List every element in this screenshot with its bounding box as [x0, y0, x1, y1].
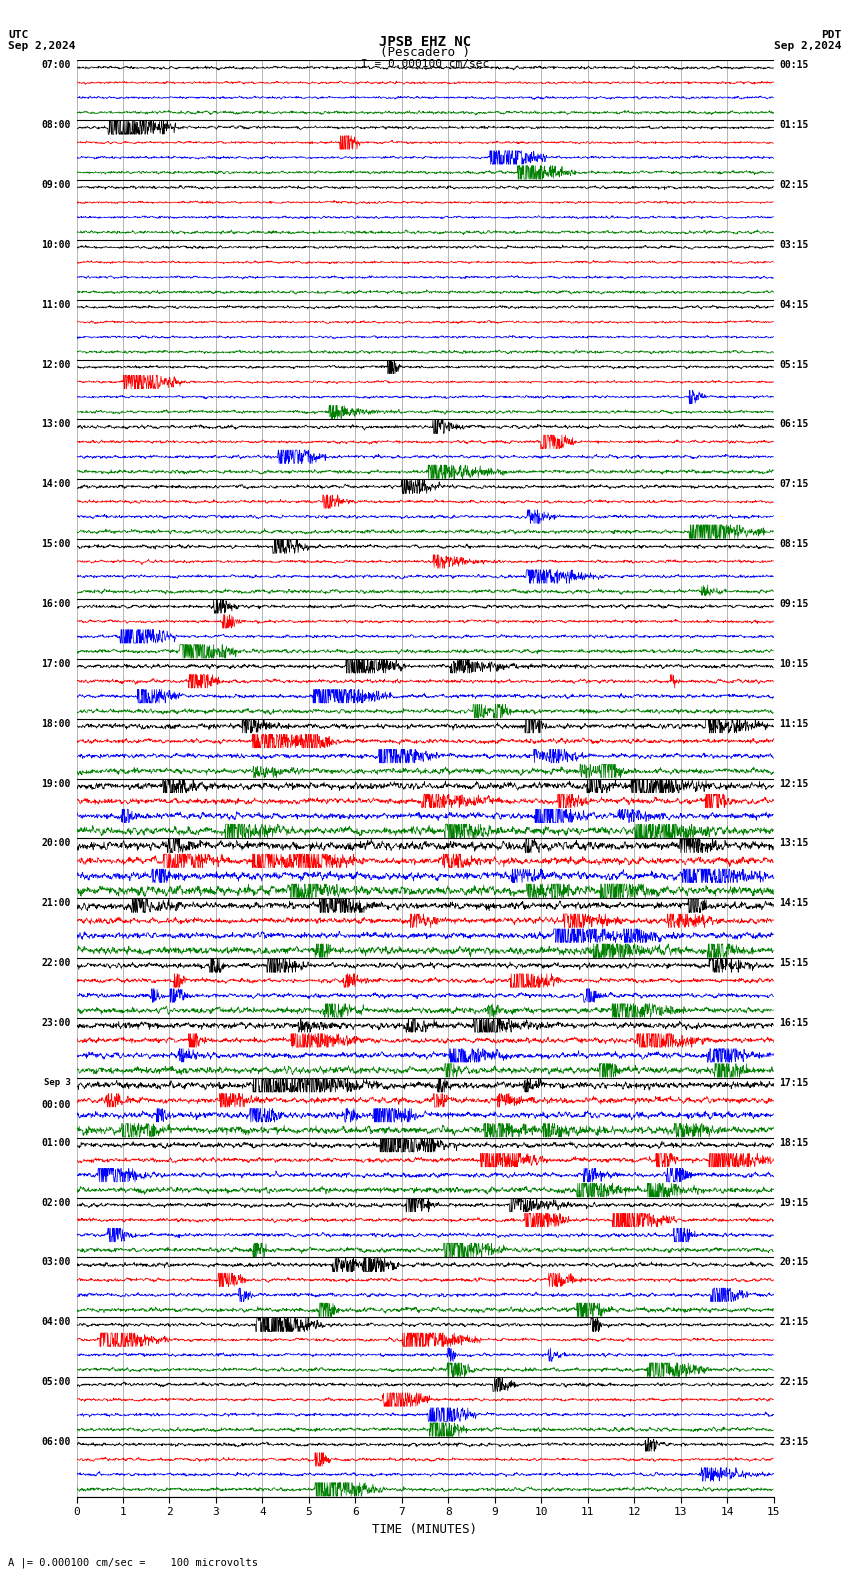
Text: 03:15: 03:15	[779, 239, 808, 250]
X-axis label: TIME (MINUTES): TIME (MINUTES)	[372, 1522, 478, 1536]
Text: UTC: UTC	[8, 30, 29, 40]
Text: 12:00: 12:00	[42, 360, 71, 369]
Text: 11:00: 11:00	[42, 299, 71, 309]
Text: Sep 2,2024: Sep 2,2024	[8, 41, 76, 51]
Text: 04:00: 04:00	[42, 1318, 71, 1327]
Text: 00:15: 00:15	[779, 60, 808, 70]
Text: Sep 2,2024: Sep 2,2024	[774, 41, 842, 51]
Text: 15:15: 15:15	[779, 958, 808, 968]
Text: I = 0.000100 cm/sec: I = 0.000100 cm/sec	[361, 59, 489, 68]
Text: 05:00: 05:00	[42, 1376, 71, 1388]
Text: 19:00: 19:00	[42, 778, 71, 789]
Text: 18:15: 18:15	[779, 1137, 808, 1148]
Text: 10:15: 10:15	[779, 659, 808, 668]
Text: 01:00: 01:00	[42, 1137, 71, 1148]
Text: 22:00: 22:00	[42, 958, 71, 968]
Text: 02:15: 02:15	[779, 181, 808, 190]
Text: 01:15: 01:15	[779, 120, 808, 130]
Text: 14:00: 14:00	[42, 480, 71, 489]
Text: 18:00: 18:00	[42, 719, 71, 729]
Text: 17:15: 17:15	[779, 1077, 808, 1088]
Text: 07:15: 07:15	[779, 480, 808, 489]
Text: 09:15: 09:15	[779, 599, 808, 608]
Text: 20:00: 20:00	[42, 838, 71, 849]
Text: JPSB EHZ NC: JPSB EHZ NC	[379, 35, 471, 49]
Text: Sep 3: Sep 3	[44, 1077, 71, 1087]
Text: 06:00: 06:00	[42, 1437, 71, 1448]
Text: (Pescadero ): (Pescadero )	[380, 46, 470, 59]
Text: 23:15: 23:15	[779, 1437, 808, 1448]
Text: 11:15: 11:15	[779, 719, 808, 729]
Text: 13:15: 13:15	[779, 838, 808, 849]
Text: 23:00: 23:00	[42, 1019, 71, 1028]
Text: 14:15: 14:15	[779, 898, 808, 908]
Text: 04:15: 04:15	[779, 299, 808, 309]
Text: 22:15: 22:15	[779, 1376, 808, 1388]
Text: 08:15: 08:15	[779, 539, 808, 550]
Text: 08:00: 08:00	[42, 120, 71, 130]
Text: 02:00: 02:00	[42, 1198, 71, 1207]
Text: 09:00: 09:00	[42, 181, 71, 190]
Text: 03:00: 03:00	[42, 1258, 71, 1267]
Text: 20:15: 20:15	[779, 1258, 808, 1267]
Text: PDT: PDT	[821, 30, 842, 40]
Text: 19:15: 19:15	[779, 1198, 808, 1207]
Text: 17:00: 17:00	[42, 659, 71, 668]
Text: 12:15: 12:15	[779, 778, 808, 789]
Text: A |= 0.000100 cm/sec =    100 microvolts: A |= 0.000100 cm/sec = 100 microvolts	[8, 1557, 258, 1568]
Text: 00:00: 00:00	[42, 1101, 71, 1110]
Text: 16:00: 16:00	[42, 599, 71, 608]
Text: 07:00: 07:00	[42, 60, 71, 70]
Text: 16:15: 16:15	[779, 1019, 808, 1028]
Text: 21:00: 21:00	[42, 898, 71, 908]
Text: 21:15: 21:15	[779, 1318, 808, 1327]
Text: 05:15: 05:15	[779, 360, 808, 369]
Text: 06:15: 06:15	[779, 420, 808, 429]
Text: 13:00: 13:00	[42, 420, 71, 429]
Text: 10:00: 10:00	[42, 239, 71, 250]
Text: 15:00: 15:00	[42, 539, 71, 550]
